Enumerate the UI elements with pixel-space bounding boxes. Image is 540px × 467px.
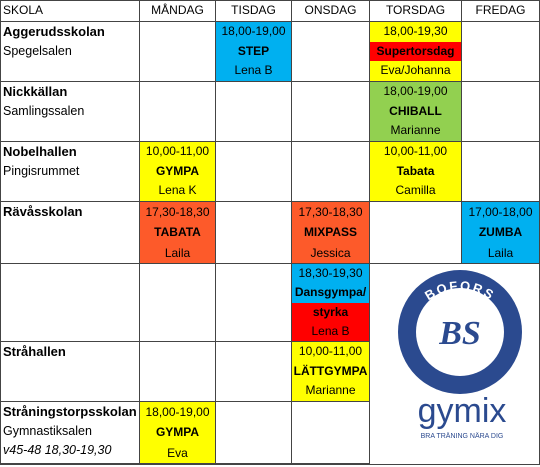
day-cell: 10,00-11,00 GYMPA Lena K <box>140 142 216 202</box>
school-line: Rävåsskolan <box>3 204 83 219</box>
school-line: Nickkällan <box>3 84 68 99</box>
session-line: 18,00-19,00 <box>370 82 461 102</box>
session-line: 17,00-18,00 <box>462 202 539 223</box>
session-line: 17,30-18,30 <box>292 202 369 223</box>
day-cell <box>292 402 370 464</box>
session-line: TABATA <box>140 222 215 243</box>
school-cell: Nobelhallen Pingisrummet <box>0 142 140 202</box>
header-text: TORSDAG <box>385 3 446 17</box>
day-cell: 17,30-18,30 TABATA Laila <box>140 202 216 264</box>
school-cell: Nickkällan Samlingssalen <box>0 82 140 142</box>
session-line: Supertorsdag <box>370 41 461 62</box>
school-cell: Rävåsskolan <box>0 202 140 264</box>
day-cell: 18,00-19,00 GYMPA Eva <box>140 402 216 464</box>
school-cell <box>0 264 140 342</box>
day-cell <box>140 82 216 142</box>
logo-monogram: BS <box>438 315 481 352</box>
session-line: MIXPASS <box>292 222 369 243</box>
header-cell: ONSDAG <box>292 0 370 22</box>
day-cell <box>216 202 292 264</box>
day-cell: 10,00-11,00 Tabata Camilla <box>370 142 462 202</box>
session-line: GYMPA <box>140 422 215 443</box>
school-line: Spegelsalen <box>3 43 72 58</box>
logo-brand: gymix <box>418 392 507 430</box>
day-cell <box>462 22 540 82</box>
header-cell: TORSDAG <box>370 0 462 22</box>
logo: BOFORS GYMNASTIKFÖRENING BS gymix BRA TR… <box>398 270 522 440</box>
session-line: Tabata <box>370 161 461 182</box>
session-line: GYMPA <box>140 161 215 182</box>
session-line: Eva <box>140 442 215 463</box>
logo-tagline: BRA TRÄNING NÄRA DIG <box>421 432 504 440</box>
day-cell: 17,00-18,00 ZUMBA Laila <box>462 202 540 264</box>
session-line: Dansgympa/ <box>292 283 369 303</box>
school-cell: Aggerudsskolan Spegelsalen <box>0 22 140 82</box>
session-line: CHIBALL <box>370 101 461 122</box>
header-cell: SKOLA <box>0 0 140 22</box>
session-line: Jessica <box>292 242 369 263</box>
day-cell: 10,00-11,00 LÄTTGYMPA Marianne <box>292 342 370 402</box>
day-cell <box>292 22 370 82</box>
session-line: Marianne <box>292 381 369 401</box>
school-line: Samlingssalen <box>3 103 85 118</box>
day-cell: 18,00-19,00 CHIBALL Marianne <box>370 82 462 142</box>
session-line: 18,30-19,30 <box>292 264 369 284</box>
header-text: MÅNDAG <box>151 3 204 17</box>
session-line: Eva/Johanna <box>370 61 461 81</box>
session-line: 18,00-19,00 <box>140 402 215 423</box>
session-line: 17,30-18,30 <box>140 202 215 223</box>
day-cell <box>292 82 370 142</box>
session-line: styrka <box>292 302 369 322</box>
day-cell <box>140 264 216 342</box>
session-line: Laila <box>140 242 215 263</box>
session-line: Lena K <box>140 181 215 201</box>
school-cell: Stråhallen <box>0 342 140 402</box>
day-cell <box>216 342 292 402</box>
day-cell <box>370 202 462 264</box>
day-cell <box>216 82 292 142</box>
session-line: Marianne <box>370 121 461 141</box>
session-line: 10,00-11,00 <box>140 142 215 162</box>
day-cell <box>140 22 216 82</box>
day-cell: 18,00-19,00 STEP Lena B <box>216 22 292 82</box>
header-text: TISDAG <box>231 3 276 17</box>
school-line: Aggerudsskolan <box>3 24 105 39</box>
day-cell <box>462 82 540 142</box>
header-cell: MÅNDAG <box>140 0 216 22</box>
school-line: Gymnastiksalen <box>3 423 92 438</box>
day-cell <box>216 264 292 342</box>
day-cell <box>462 142 540 202</box>
header-text: SKOLA <box>3 3 44 17</box>
school-line: v45-48 18,30-19,30 <box>3 443 112 457</box>
emblem-center <box>416 288 504 376</box>
session-line: Laila <box>462 242 539 263</box>
day-cell <box>140 342 216 402</box>
header-cell: FREDAG <box>462 0 540 22</box>
session-line: Lena B <box>292 321 369 341</box>
school-line: Stråhallen <box>3 344 66 359</box>
school-line: Stråningstorpsskolan <box>3 404 137 419</box>
session-line: ZUMBA <box>462 222 539 243</box>
session-line: Camilla <box>370 181 461 201</box>
session-line: 18,00-19,00 <box>216 22 291 42</box>
session-line: 18,00-19,30 <box>370 22 461 42</box>
header-text: FREDAG <box>475 3 526 17</box>
school-line: Nobelhallen <box>3 144 77 159</box>
school-cell: Stråningstorpsskolan Gymnastiksalen v45-48… <box>0 402 140 464</box>
day-cell: 18,00-19,30 Supertorsdag Eva/Johanna <box>370 22 462 82</box>
session-line: LÄTTGYMPA <box>292 361 369 382</box>
header-cell: TISDAG <box>216 0 292 22</box>
header-text: ONSDAG <box>304 3 357 17</box>
session-line: Lena B <box>216 61 291 81</box>
session-line: 10,00-11,00 <box>370 142 461 162</box>
day-cell <box>216 402 292 464</box>
day-cell: 17,30-18,30 MIXPASS Jessica <box>292 202 370 264</box>
day-cell <box>292 142 370 202</box>
day-cell: 18,30-19,30 Dansgympa/styrka Lena B <box>292 264 370 342</box>
school-line: Pingisrummet <box>3 163 80 178</box>
day-cell <box>216 142 292 202</box>
session-line: STEP <box>216 41 291 62</box>
session-line: 10,00-11,00 <box>292 342 369 362</box>
